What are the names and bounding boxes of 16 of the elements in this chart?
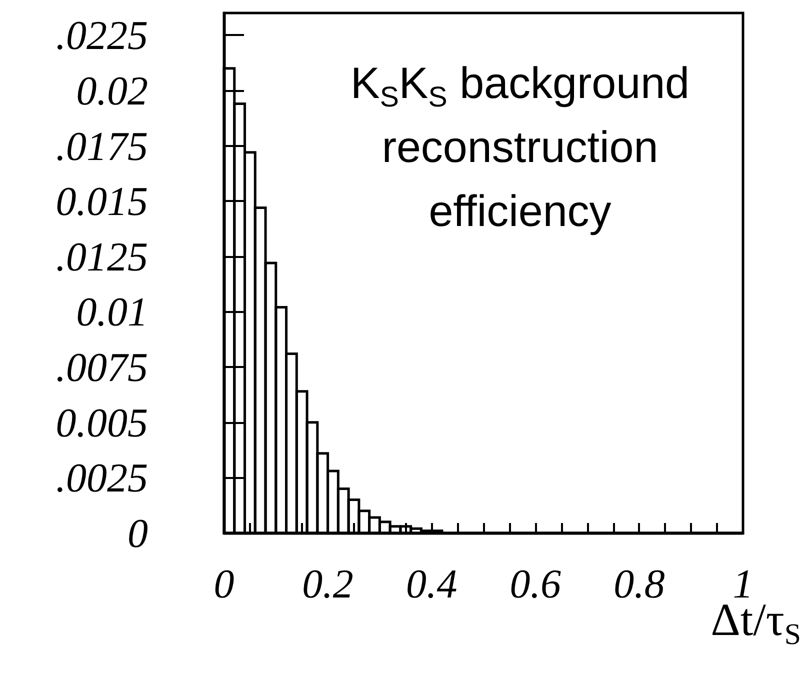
y-tick-label: .0125 [56,233,148,280]
y-tick-label: 0 [128,510,148,556]
x-tick-label: 0.8 [614,560,666,606]
x-tick-label: 0 [214,560,234,606]
y-tick-label: .0075 [56,344,148,390]
y-tick-label: .0175 [56,122,148,169]
x-tick-label: 0.6 [510,560,562,606]
x-tick-label: 0.4 [406,560,458,606]
y-tick-label: .0225 [56,12,148,58]
annotation: K$_{S}$K$_{S}$ background reconstruction efficiency [349,58,691,238]
y-tick-label: 0.015 [56,178,148,224]
y-tick-label: .0025 [56,454,148,501]
y-tick-label: 0.01 [76,288,148,335]
y-tick-label: 0.005 [56,399,148,446]
x-tick-label: 0.2 [302,560,354,606]
y-tick-label: 0.02 [76,67,148,114]
